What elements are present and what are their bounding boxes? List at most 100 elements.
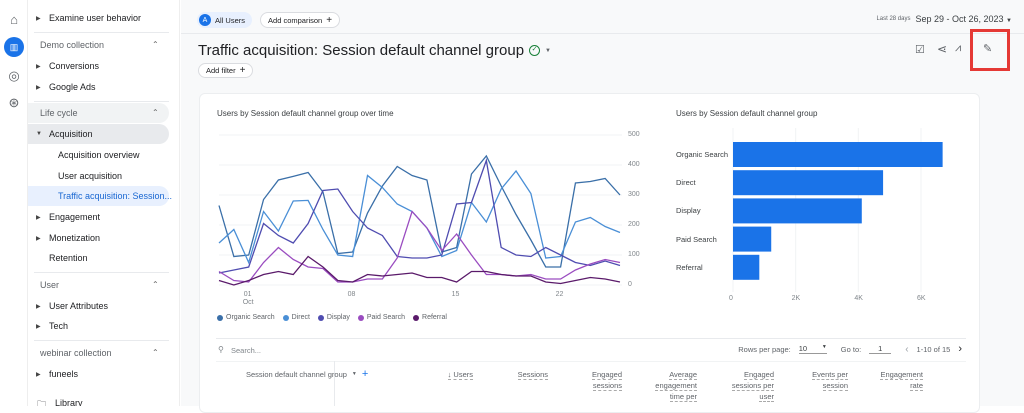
- section-demo-collection[interactable]: Demo collection: [40, 40, 105, 50]
- collapse-icon[interactable]: ⌃: [152, 280, 159, 289]
- bar-category-label: Organic Search: [676, 150, 729, 159]
- legend-item[interactable]: Direct: [282, 314, 310, 321]
- table-search-input[interactable]: Search...: [231, 346, 262, 355]
- add-dimension-icon[interactable]: +: [361, 368, 369, 380]
- sidebar-item-traffic-acquisition[interactable]: Traffic acquisition: Session...: [58, 191, 173, 201]
- column-header-2[interactable]: Engaged sessions: [554, 369, 622, 391]
- x-tick-label: 2K: [791, 295, 801, 302]
- x-tick-label: 4K: [854, 295, 863, 302]
- legend-dot: [282, 314, 289, 321]
- sidebar-item-conversions[interactable]: Conversions: [49, 61, 100, 71]
- verified-icon[interactable]: ✓: [529, 45, 541, 56]
- x-tick-label: 0: [729, 295, 733, 302]
- bar-organic-search[interactable]: [733, 142, 943, 167]
- bar-category-label: Direct: [676, 178, 696, 188]
- expand-icon: ▶: [36, 215, 41, 221]
- section-webinar-collection[interactable]: webinar collection: [40, 348, 112, 358]
- sidebar-item-google-ads[interactable]: Google Ads: [49, 82, 96, 92]
- column-header-text: Sessions: [517, 370, 548, 380]
- plus-icon: +: [239, 65, 246, 76]
- next-page-button[interactable]: ›: [958, 343, 962, 355]
- date-range-picker[interactable]: Sep 29 - Oct 26, 2023 ▼: [915, 14, 1012, 24]
- dropdown-icon: ▼: [1006, 18, 1012, 24]
- expand-icon: ▶: [36, 304, 41, 310]
- column-header-text: Engagement: [880, 370, 923, 380]
- bar-direct[interactable]: [733, 170, 884, 196]
- share-icon[interactable]: ⋖: [937, 42, 948, 56]
- expand-icon: ▶: [36, 324, 41, 330]
- add-filter-button[interactable]: Add filter +: [198, 63, 254, 78]
- series-line-paid-search: [218, 210, 621, 283]
- column-header-6[interactable]: Engagement rate: [855, 369, 923, 391]
- y-tick-label: 100: [628, 251, 640, 258]
- column-header-text: Average: [669, 370, 697, 380]
- column-header-1[interactable]: Sessions: [480, 369, 548, 380]
- dimension-header[interactable]: Session default channel group: [246, 369, 347, 379]
- sidebar-item-user-attributes[interactable]: User Attributes: [49, 301, 109, 311]
- section-user[interactable]: User: [40, 280, 60, 290]
- expand-icon: ▶: [36, 85, 41, 91]
- sidebar-item-user-acquisition[interactable]: User acquisition: [58, 171, 123, 181]
- folder-icon: 🗀: [37, 399, 47, 406]
- collapse-icon[interactable]: ⌃: [152, 108, 159, 117]
- y-tick-label: 0: [628, 281, 632, 288]
- expand-icon: ▶: [36, 236, 41, 242]
- bar-referral[interactable]: [733, 254, 760, 280]
- customize-report-icon[interactable]: ☑: [915, 44, 925, 56]
- column-header-text: ↓ Users: [447, 370, 473, 380]
- column-header-text: engagement: [655, 381, 697, 391]
- legend-item[interactable]: Paid Search: [357, 314, 405, 321]
- sidebar-item-acquisition[interactable]: Acquisition: [49, 129, 93, 139]
- column-header-0[interactable]: ↓ Users: [405, 369, 473, 380]
- bar-display[interactable]: [733, 198, 862, 224]
- sidebar-item-acquisition-overview[interactable]: Acquisition overview: [58, 150, 140, 160]
- sidebar-item-funeels[interactable]: funeels: [49, 369, 79, 379]
- home-icon[interactable]: ⌂: [10, 11, 18, 27]
- column-header-4[interactable]: Engaged sessions per user: [706, 369, 774, 402]
- rows-per-page-select[interactable]: 10 ▼: [798, 344, 827, 354]
- series-line-referral: [218, 255, 621, 286]
- collapse-icon[interactable]: ⌃: [152, 40, 159, 49]
- title-row: Traffic acquisition: Session default cha…: [198, 42, 551, 59]
- legend-label: Organic Search: [226, 314, 275, 321]
- advertising-icon[interactable]: ⊛: [8, 95, 20, 110]
- column-header-text: time per: [669, 392, 697, 402]
- goto-label: Go to:: [840, 344, 862, 354]
- dimension-dropdown-icon[interactable]: ▼: [351, 371, 357, 377]
- legend-item[interactable]: Referral: [413, 314, 447, 321]
- sidebar-item-tech[interactable]: Tech: [49, 321, 69, 331]
- legend-item[interactable]: Display: [317, 314, 350, 321]
- reports-icon[interactable]: ▥: [4, 37, 24, 57]
- series-line-organic-search: [218, 154, 621, 268]
- x-tick-label: 01: [243, 291, 252, 298]
- sidebar-item-retention[interactable]: Retention: [49, 253, 88, 263]
- filter-bar: Add filter +: [198, 63, 254, 78]
- goto-input[interactable]: 1: [869, 344, 892, 354]
- sidebar-item-monetization[interactable]: Monetization: [49, 233, 101, 243]
- collapse-icon[interactable]: ⌃: [152, 348, 159, 357]
- explore-icon[interactable]: ◎: [8, 68, 20, 83]
- insights-icon[interactable]: ⩘: [955, 42, 962, 54]
- sidebar-item-examine-user-behavior[interactable]: Examine user behavior: [49, 13, 142, 23]
- prev-page-button[interactable]: ‹: [905, 343, 909, 355]
- legend-label: Display: [326, 314, 350, 321]
- bar-paid-search[interactable]: [733, 226, 772, 252]
- x-tick-label: 22: [555, 291, 564, 298]
- plus-icon: +: [326, 14, 333, 26]
- sidebar-item-engagement[interactable]: Engagement: [49, 212, 101, 222]
- chart-legend: Organic Search Direct Display Paid Search Re…: [217, 314, 447, 321]
- section-life-cycle[interactable]: Life cycle: [40, 108, 78, 118]
- legend-item[interactable]: Organic Search: [217, 314, 275, 321]
- comparison-bar: A All Users Add comparison +: [197, 12, 341, 28]
- column-header-5[interactable]: Events per session: [780, 369, 848, 391]
- add-comparison-button[interactable]: Add comparison +: [260, 12, 341, 28]
- title-dropdown-icon[interactable]: ▼: [545, 47, 551, 54]
- x-tick-sublabel: Oct: [242, 299, 254, 306]
- column-header-text: sessions: [592, 381, 622, 391]
- sidebar-item-library[interactable]: Library: [55, 398, 83, 406]
- segment-chip[interactable]: A All Users: [197, 12, 253, 28]
- column-header-3[interactable]: Average engagement time per: [629, 369, 697, 402]
- segment-label: All Users: [215, 15, 246, 25]
- edit-icon[interactable]: ✎: [983, 43, 993, 55]
